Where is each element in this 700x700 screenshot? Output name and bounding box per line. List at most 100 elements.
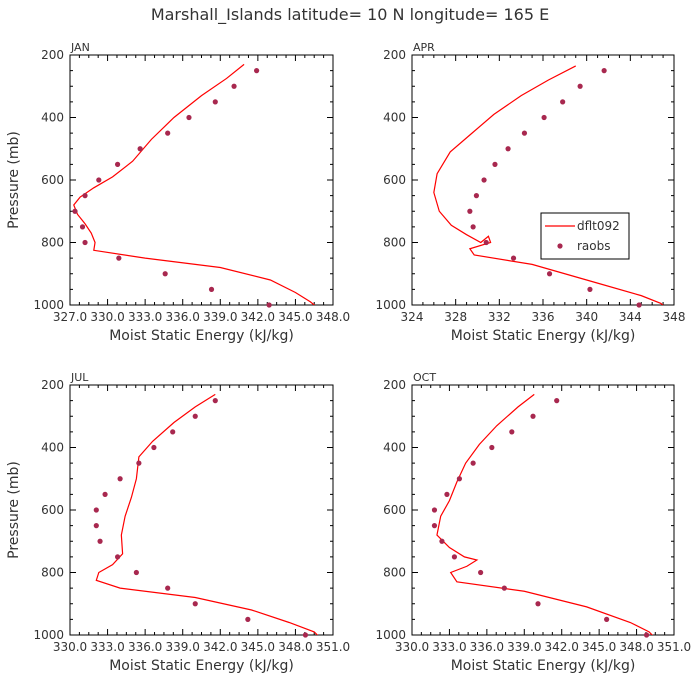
- obs-point: [577, 83, 583, 89]
- obs-point: [165, 585, 171, 591]
- obs-point: [530, 413, 536, 419]
- y-tick-label: 400: [41, 441, 64, 455]
- obs-point: [546, 271, 553, 277]
- obs-point: [604, 616, 610, 622]
- model-line-dflt092: [73, 63, 316, 305]
- x-tick-label: 342.0: [545, 640, 579, 654]
- obs-point: [554, 398, 560, 404]
- obs-point: [636, 302, 642, 308]
- obs-point: [470, 460, 476, 466]
- obs-point: [509, 429, 515, 435]
- obs-point: [439, 538, 445, 544]
- obs-point: [505, 146, 511, 152]
- y-tick-label: 800: [41, 236, 64, 250]
- x-tick-label: 339.0: [203, 310, 237, 324]
- x-axis-title: Moist Static Energy (kJ/kg): [451, 328, 636, 344]
- y-tick-label: 1000: [33, 628, 64, 642]
- y-tick-label: 1000: [375, 628, 406, 642]
- obs-point: [151, 444, 157, 451]
- obs-point: [72, 208, 78, 214]
- x-tick-label: 333.0: [128, 310, 162, 324]
- x-tick-label: 345.0: [582, 640, 616, 654]
- y-tick-label: 400: [383, 111, 406, 125]
- obs-point: [643, 632, 650, 638]
- x-tick-label: 336.0: [470, 640, 504, 654]
- y-tick-label: 200: [41, 48, 64, 62]
- x-tick-label: 339.0: [166, 640, 200, 654]
- obs-point: [483, 239, 489, 246]
- x-tick-label: 324: [401, 310, 424, 324]
- obs-point: [431, 523, 438, 529]
- y-axis-title: Pressure (mb): [6, 131, 22, 229]
- x-tick-label: 351.0: [657, 640, 691, 654]
- y-tick-label: 800: [383, 566, 406, 580]
- figure-title: Marshall_Islands latitude= 10 N longitud…: [151, 5, 549, 25]
- x-tick-label: 348: [663, 310, 686, 324]
- x-tick-label: 336.0: [128, 640, 162, 654]
- obs-point: [186, 114, 192, 121]
- x-tick-label: 336.0: [166, 310, 200, 324]
- x-tick-label: 345.0: [278, 310, 312, 324]
- panel-jan: JAN 327.0 330.0 333.0 336.0 339.0 342.0 345.0 34…: [6, 41, 350, 344]
- model-line-dflt092: [436, 393, 654, 635]
- y-tick-label: 400: [41, 111, 64, 125]
- obs-point: [444, 491, 450, 497]
- legend-box: [540, 212, 630, 260]
- x-tick-label: 328: [444, 310, 467, 324]
- x-tick-label: 348.0: [316, 310, 350, 324]
- obs-point: [162, 271, 168, 277]
- obs-point: [117, 476, 123, 482]
- y-tick-label: 600: [41, 173, 64, 187]
- y-tick-label: 400: [383, 441, 406, 455]
- obs-point: [165, 130, 171, 136]
- x-tick-label: 348.0: [619, 640, 653, 654]
- x-tick-label: 336: [532, 310, 555, 324]
- panel-jul: JUL 330.0 333.0 336.0 339.0 342.0 345.0 348.0 35…: [6, 371, 350, 674]
- obs-point: [481, 177, 487, 183]
- x-tick-label: 348.0: [278, 640, 312, 654]
- legend-label-model: dflt092: [577, 219, 620, 233]
- legend: dflt092 raobs: [540, 212, 630, 260]
- x-tick-label: 351.0: [316, 640, 350, 654]
- obs-point: [208, 286, 215, 292]
- obs-point: [114, 554, 121, 560]
- y-tick-label: 1000: [375, 298, 406, 312]
- y-tick-label: 1000: [33, 298, 64, 312]
- obs-point: [93, 523, 99, 529]
- obs-point: [254, 68, 260, 74]
- panel-label: APR: [413, 41, 435, 54]
- y-tick-label: 600: [41, 503, 64, 517]
- x-tick-label: 344: [619, 310, 642, 324]
- obs-point: [473, 193, 480, 199]
- obs-point: [133, 569, 139, 576]
- plot-frame: [69, 384, 334, 636]
- obs-point: [451, 554, 458, 560]
- x-tick-label: 333.0: [90, 640, 124, 654]
- obs-point: [192, 413, 198, 419]
- x-tick-label: 340: [575, 310, 598, 324]
- x-axis-title: Moist Static Energy (kJ/kg): [109, 658, 294, 674]
- obs-point: [478, 569, 484, 576]
- obs-point: [82, 193, 88, 199]
- obs-point: [93, 507, 99, 513]
- x-tick-label: 333.0: [432, 640, 466, 654]
- obs-point: [470, 224, 476, 230]
- obs-point: [302, 632, 309, 638]
- model-line-dflt092: [95, 393, 319, 635]
- obs-point: [489, 444, 495, 451]
- obs-point: [456, 476, 463, 482]
- y-tick-label: 800: [383, 236, 406, 250]
- y-tick-label: 200: [41, 378, 64, 392]
- y-tick-label: 200: [383, 48, 406, 62]
- obs-point: [245, 616, 251, 622]
- obs-point: [492, 161, 498, 167]
- x-tick-label: 345.0: [241, 640, 275, 654]
- x-axis-title: Moist Static Energy (kJ/kg): [109, 328, 294, 344]
- panel-apr: APR 324 328 332 336 340 344 348 200 400 600 800 1000…: [375, 41, 685, 344]
- plot-frame: [69, 54, 334, 306]
- obs-point: [114, 161, 121, 167]
- obs-point: [212, 99, 218, 105]
- obs-point: [79, 224, 86, 230]
- obs-point: [541, 114, 547, 121]
- x-tick-label: 330.0: [53, 640, 87, 654]
